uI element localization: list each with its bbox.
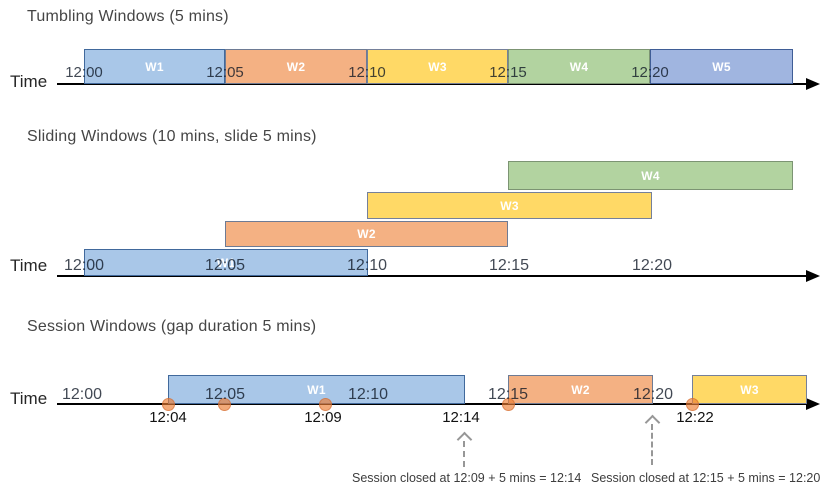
event-dot-1204 <box>162 398 175 411</box>
tumbling-axis-arrowhead-icon <box>806 78 820 90</box>
annotation-dashed-line-2 <box>651 424 653 465</box>
tumbling-window-w2: W2 <box>225 49 367 84</box>
event-dot-1205 <box>218 398 231 411</box>
window-label: W1 <box>145 59 164 74</box>
session-close-annotation-2: Session closed at 12:15 + 5 mins = 12:20 <box>591 471 821 485</box>
session-tick-1205: 12:05 <box>204 386 246 403</box>
session-section-title: Session Windows (gap duration 5 mins) <box>27 318 317 335</box>
tumbling-window-w1: W1 <box>84 49 225 84</box>
event-dot-1209 <box>319 398 332 411</box>
event-time-1214: 12:14 <box>442 409 480 426</box>
session-axis-arrowhead-icon <box>806 398 820 410</box>
window-label: W5 <box>712 59 731 74</box>
tumbling-tick-1215: 12:15 <box>489 64 527 81</box>
sliding-tick-1215: 12:15 <box>488 257 530 274</box>
window-label: W2 <box>286 59 306 74</box>
sliding-tick-1210: 12:10 <box>346 257 388 274</box>
sliding-axis-arrowhead-icon <box>806 270 820 282</box>
tumbling-tick-1200: 12:00 <box>65 64 103 81</box>
sliding-tick-1205: 12:05 <box>204 257 246 274</box>
tumbling-time-label: Time <box>10 72 48 91</box>
session-window-w3: W3 <box>692 375 807 404</box>
event-dot-1215 <box>502 398 515 411</box>
tumbling-window-w5: W5 <box>650 49 793 84</box>
session-tick-1210: 12:10 <box>347 386 389 403</box>
tumbling-window-w3: W3 <box>367 49 508 84</box>
session-tick-1200: 12:00 <box>61 386 103 403</box>
session-tick-1215: 12:15 <box>487 386 529 403</box>
window-label: W4 <box>641 168 660 183</box>
sliding-time-axis <box>57 275 806 277</box>
event-time-1209: 12:09 <box>304 409 342 426</box>
sliding-window-w3: W3 <box>367 192 652 219</box>
window-label: W3 <box>500 198 519 213</box>
sliding-time-label: Time <box>10 256 48 275</box>
window-label: W2 <box>571 382 590 397</box>
session-window-w2: W2 <box>508 375 653 404</box>
window-label: W1 <box>307 382 326 397</box>
window-label: W4 <box>569 59 589 74</box>
event-dot-1222 <box>686 398 699 411</box>
sliding-section-title: Sliding Windows (10 mins, slide 5 mins) <box>27 128 317 145</box>
session-time-label: Time <box>10 389 48 408</box>
tumbling-tick-1210: 12:10 <box>348 64 386 81</box>
sliding-window-w1: W1 <box>84 249 368 276</box>
window-label: W3 <box>428 59 447 74</box>
tumbling-window-w4: W4 <box>508 49 650 84</box>
window-label: W3 <box>740 382 759 397</box>
sliding-tick-1200: 12:00 <box>63 257 105 274</box>
session-close-annotation-1: Session closed at 12:09 + 5 mins = 12:14 <box>352 471 582 485</box>
window-label: W1 <box>216 255 236 270</box>
event-time-1204: 12:04 <box>149 409 187 426</box>
window-label: W2 <box>357 227 376 241</box>
annotation-dashed-line-1 <box>463 441 465 467</box>
session-window-w1: W1 <box>168 375 465 404</box>
tumbling-time-axis <box>57 83 806 85</box>
tumbling-section-title: Tumbling Windows (5 mins) <box>27 8 229 25</box>
tumbling-tick-1220: 12:20 <box>631 64 669 81</box>
tumbling-tick-1205: 12:05 <box>206 64 244 81</box>
sliding-tick-1220: 12:20 <box>631 257 673 274</box>
sliding-window-w4: W4 <box>508 161 793 190</box>
session-time-axis <box>57 403 806 405</box>
session-tick-1220: 12:20 <box>632 386 674 403</box>
sliding-window-w2: W2 <box>225 221 508 247</box>
event-time-1222: 12:22 <box>676 409 714 426</box>
